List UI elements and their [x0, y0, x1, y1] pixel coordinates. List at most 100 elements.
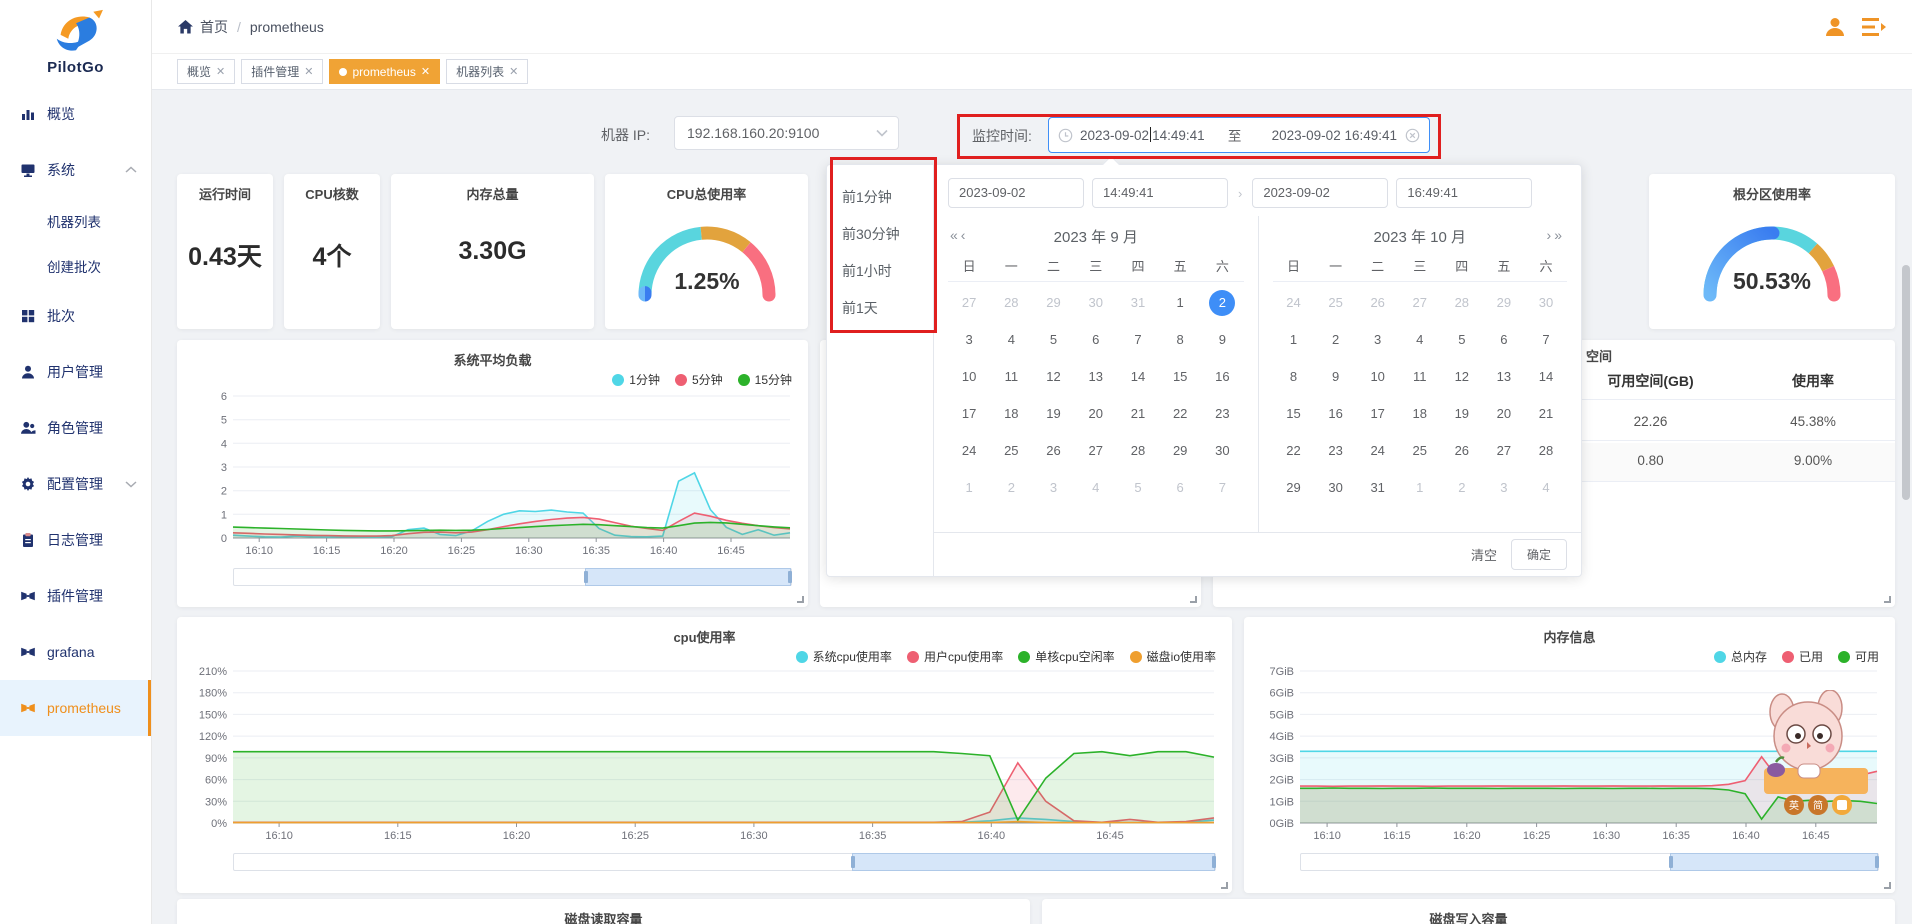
calendar-day[interactable]: 19: [1046, 406, 1061, 421]
calendar-day[interactable]: 26: [1370, 295, 1385, 310]
calendar-day[interactable]: 31: [1130, 295, 1146, 310]
tab-机器列表[interactable]: 机器列表 ✕: [446, 59, 529, 84]
clear-button[interactable]: 清空: [1470, 548, 1497, 563]
datazoom-selected-range[interactable]: [583, 568, 792, 586]
calendar-day[interactable]: 4: [1007, 332, 1015, 347]
datazoom-selected-range[interactable]: [851, 853, 1216, 871]
calendar-day[interactable]: 11: [1004, 369, 1019, 384]
calendar-day[interactable]: 21: [1130, 406, 1146, 421]
calendar-day[interactable]: 11: [1412, 369, 1427, 384]
calendar-prev-icon[interactable]: «‹: [950, 227, 969, 243]
calendar-day[interactable]: 3: [965, 332, 973, 347]
datazoom-selected-range[interactable]: [1669, 853, 1879, 871]
slider-handle[interactable]: [851, 856, 856, 868]
calendar-day[interactable]: 20: [1088, 406, 1103, 421]
start-date-input[interactable]: 2023-09-02: [948, 178, 1084, 208]
legend-item-15分钟[interactable]: 15分钟: [737, 371, 792, 388]
calendar-day[interactable]: 27: [961, 295, 977, 310]
calendar-day[interactable]: 10: [961, 369, 977, 384]
shortcut-前1天[interactable]: 前1天: [842, 300, 878, 316]
datazoom-slider[interactable]: [1300, 853, 1879, 871]
slider-handle[interactable]: [1874, 856, 1879, 868]
calendar-day[interactable]: 24: [1286, 295, 1301, 310]
clear-icon[interactable]: [1405, 128, 1420, 143]
calendar-day[interactable]: 9: [1218, 332, 1226, 347]
legend-item-可用[interactable]: 可用: [1837, 648, 1879, 665]
start-time-input[interactable]: 14:49:41: [1092, 178, 1228, 208]
shortcut-前1分钟[interactable]: 前1分钟: [842, 189, 892, 205]
calendar-day[interactable]: 30: [1088, 295, 1103, 310]
calendar-day[interactable]: 24: [1370, 443, 1385, 458]
calendar-day[interactable]: 4: [1416, 332, 1424, 347]
calendar-day[interactable]: 14: [1130, 369, 1146, 384]
tab-close-icon[interactable]: ✕: [420, 66, 431, 78]
calendar-day[interactable]: 22: [1172, 406, 1188, 421]
calendar-day[interactable]: 24: [961, 443, 977, 458]
sidebar-item-概览[interactable]: 概览: [0, 86, 151, 142]
calendar-day[interactable]: 27: [1088, 443, 1103, 458]
calendar-day[interactable]: 5: [1134, 480, 1142, 495]
calendar-day[interactable]: 16: [1328, 406, 1343, 421]
calendar-day[interactable]: 3: [1374, 332, 1382, 347]
calendar-day[interactable]: 27: [1496, 443, 1512, 458]
calendar-day[interactable]: 6: [1500, 332, 1508, 347]
calendar-day[interactable]: 16: [1215, 369, 1230, 384]
legend-item-磁盘io使用率[interactable]: 磁盘io使用率: [1129, 648, 1216, 665]
shortcut-前1小时[interactable]: 前1小时: [842, 263, 892, 279]
user-avatar-icon[interactable]: [1824, 16, 1846, 38]
calendar-day[interactable]: 21: [1538, 406, 1554, 421]
calendar-day[interactable]: 2: [1458, 480, 1466, 495]
tab-close-icon[interactable]: ✕: [304, 66, 314, 78]
calendar-day[interactable]: 4: [1542, 480, 1550, 495]
calendar-day[interactable]: 23: [1215, 406, 1230, 421]
legend-item-用户cpu使用率[interactable]: 用户cpu使用率: [906, 648, 1003, 665]
calendar-day[interactable]: 28: [1004, 295, 1019, 310]
legend-item-总内存[interactable]: 总内存: [1713, 648, 1767, 665]
calendar-day[interactable]: 7: [1218, 480, 1226, 495]
menu-list-icon[interactable]: [1862, 17, 1886, 37]
slider-handle[interactable]: [787, 571, 792, 583]
calendar-day[interactable]: 3: [1500, 480, 1508, 495]
legend-item-系统cpu使用率[interactable]: 系统cpu使用率: [795, 648, 892, 665]
sidebar-item-prometheus[interactable]: prometheus: [0, 680, 151, 736]
calendar-day[interactable]: 27: [1412, 295, 1427, 310]
sidebar-item-角色管理[interactable]: 角色管理: [0, 400, 151, 456]
sidebar-item-插件管理[interactable]: 插件管理: [0, 568, 151, 624]
calendar-day[interactable]: 22: [1286, 443, 1301, 458]
tab-插件管理[interactable]: 插件管理 ✕: [241, 59, 324, 84]
calendar-day[interactable]: 25: [1328, 295, 1343, 310]
calendar-day[interactable]: 1: [1289, 332, 1298, 347]
calendar-day[interactable]: 1: [1176, 295, 1184, 310]
legend-item-单核cpu空闲率[interactable]: 单核cpu空闲率: [1018, 648, 1115, 665]
confirm-button[interactable]: 确定: [1510, 539, 1567, 570]
tab-概览[interactable]: 概览 ✕: [177, 59, 236, 84]
slider-handle[interactable]: [1211, 856, 1216, 868]
datazoom-slider[interactable]: [233, 853, 1216, 871]
calendar-day[interactable]: 1: [965, 480, 973, 495]
calendar-day[interactable]: 6: [1092, 332, 1100, 347]
calendar-day[interactable]: 12: [1046, 369, 1061, 384]
sidebar-subitem-机器列表[interactable]: 机器列表: [0, 198, 151, 243]
calendar-day[interactable]: 28: [1538, 443, 1554, 458]
sidebar-item-系统[interactable]: 系统: [0, 142, 151, 198]
calendar-day[interactable]: 17: [961, 406, 977, 421]
legend-item-1分钟[interactable]: 1分钟: [612, 371, 660, 388]
tab-close-icon[interactable]: ✕: [509, 66, 519, 78]
calendar-day[interactable]: 6: [1176, 480, 1184, 495]
calendar-day[interactable]: 3: [1049, 480, 1058, 495]
calendar-day[interactable]: 23: [1328, 443, 1343, 458]
end-time-input[interactable]: 16:49:41: [1396, 178, 1533, 208]
calendar-day[interactable]: 29: [1496, 295, 1512, 310]
calendar-day[interactable]: 15: [1172, 369, 1188, 384]
sidebar-item-grafana[interactable]: grafana: [0, 624, 151, 680]
calendar-day[interactable]: 2: [1331, 332, 1340, 347]
calendar-day[interactable]: 7: [1134, 332, 1142, 347]
calendar-next-icon[interactable]: ›»: [1546, 227, 1565, 243]
calendar-day[interactable]: 2: [1007, 480, 1015, 495]
calendar-day[interactable]: 25: [1412, 443, 1427, 458]
calendar-day[interactable]: 7: [1542, 332, 1550, 347]
calendar-day[interactable]: 2: [1201, 284, 1243, 321]
slider-handle[interactable]: [583, 571, 588, 583]
calendar-day[interactable]: 10: [1370, 369, 1385, 384]
calendar-day[interactable]: 14: [1538, 369, 1554, 384]
